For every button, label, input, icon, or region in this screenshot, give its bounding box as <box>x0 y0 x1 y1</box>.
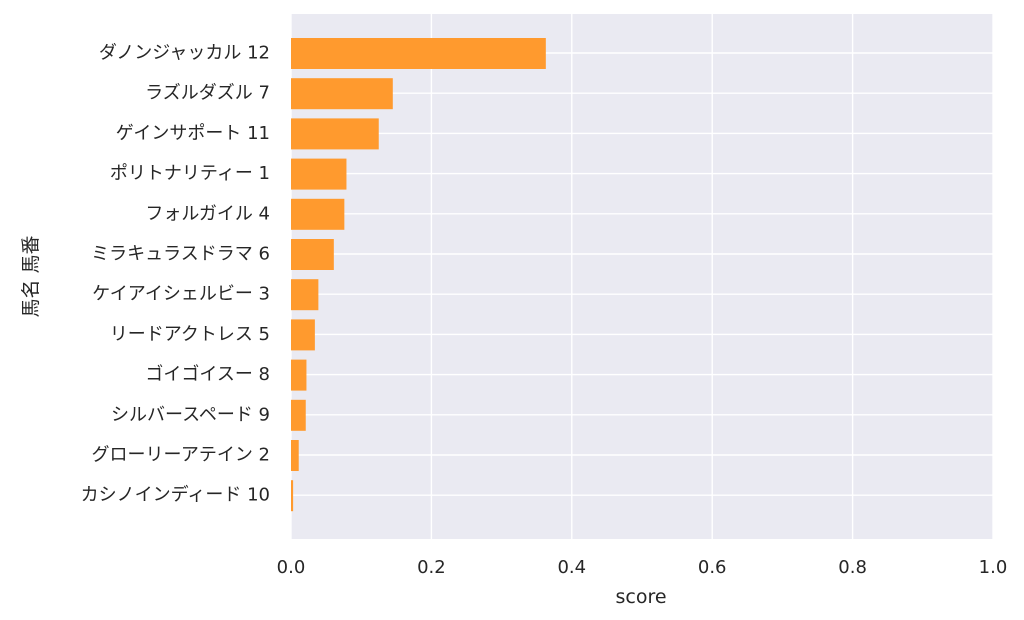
bar <box>291 480 294 512</box>
bar <box>291 359 307 391</box>
y-axis-label: 馬名 馬番 <box>20 235 42 317</box>
bar <box>291 118 379 150</box>
y-tick-label: ミラキュラスドラマ 6 <box>91 244 270 265</box>
y-tick-label: ラズルダズル 7 <box>145 83 270 104</box>
y-tick-label: ケイアイシェルビー 3 <box>92 284 270 305</box>
bar <box>291 78 393 110</box>
bar <box>291 158 347 190</box>
x-tick-label: 0.0 <box>277 557 306 578</box>
x-tick-labels: 0.0 0.2 0.4 0.6 0.8 1.0 <box>277 557 1008 578</box>
bar <box>291 239 334 270</box>
x-tick-label: 0.8 <box>838 557 867 578</box>
bar <box>291 319 315 351</box>
y-tick-label: リードアクトレス 5 <box>110 324 270 345</box>
x-tick-label: 0.6 <box>698 557 727 578</box>
bar <box>291 399 306 431</box>
bars <box>291 38 546 512</box>
y-tick-label: ゲインサポート 11 <box>116 123 270 144</box>
x-axis-label: score <box>615 586 666 608</box>
x-tick-label: 0.4 <box>557 557 586 578</box>
bar <box>291 440 299 471</box>
x-tick-label: 0.2 <box>417 557 446 578</box>
grid-lines <box>290 14 994 539</box>
y-tick-label: シルバースペード 9 <box>111 404 270 425</box>
y-tick-labels: ダノンジャッカル 12 ラズルダズル 7 ゲインサポート 11 ポリトナリティー 1 フ… <box>81 43 270 506</box>
y-tick-label: ポリトナリティー 1 <box>110 163 270 184</box>
x-tick-label: 1.0 <box>979 557 1008 578</box>
y-tick-label: ダノンジャッカル 12 <box>99 43 270 64</box>
bar <box>291 279 319 311</box>
y-tick-label: グローリーアテイン 2 <box>92 445 270 466</box>
bar <box>291 198 345 230</box>
y-tick-label: フォルガイル 4 <box>145 203 270 224</box>
plot-area <box>291 14 993 539</box>
y-tick-label: ゴイゴイスー 8 <box>145 364 270 385</box>
bar <box>291 38 546 69</box>
y-tick-label: カシノインディード 10 <box>81 485 270 506</box>
